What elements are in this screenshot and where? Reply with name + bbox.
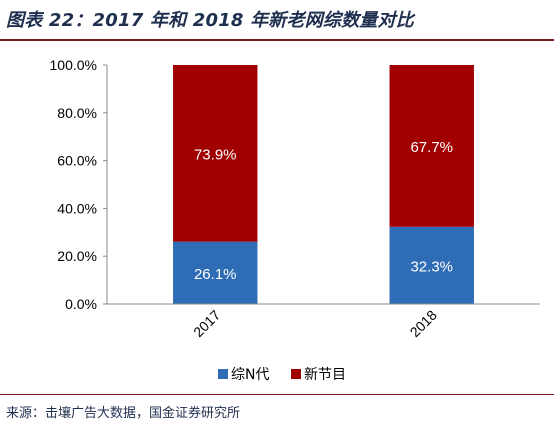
y-tick-label: 60.0% <box>57 153 97 169</box>
legend-label: 新节目 <box>304 367 346 383</box>
title-divider <box>0 39 554 41</box>
legend: 综N代 新节目 <box>218 367 346 383</box>
data-label: 32.3% <box>410 258 453 275</box>
bar-segment <box>389 226 474 304</box>
y-tick-label: 100.0% <box>50 57 97 73</box>
y-tick-label: 40.0% <box>57 200 97 216</box>
y-tick-label: 0.0% <box>65 296 97 312</box>
y-tick-label: 20.0% <box>57 248 97 264</box>
data-label: 73.9% <box>194 146 237 163</box>
figure-title: 图表 22：2017 年和 2018 年新老网综数量对比 <box>6 10 414 31</box>
legend-swatch <box>291 369 301 379</box>
data-label: 26.1% <box>194 266 237 283</box>
bars: 26.1% 73.9% 32.3% 67.7% <box>173 65 474 304</box>
y-axis: 0.0% 20.0% 40.0% 60.0% 80.0% 100.0% <box>50 57 108 312</box>
legend-label: 综N代 <box>231 367 269 383</box>
y-tick-label: 80.0% <box>57 105 97 121</box>
x-axis: 2017 2018 <box>107 303 540 340</box>
x-tick-label: 2017 <box>190 307 223 340</box>
x-tick-label: 2018 <box>407 307 440 340</box>
source-note: 来源：击壤广告大数据，国金证券研究所 <box>6 406 241 421</box>
legend-swatch <box>218 369 228 379</box>
source-divider <box>0 394 554 395</box>
data-label: 67.7% <box>410 139 453 156</box>
bar-segment <box>173 65 258 242</box>
bar-segment <box>173 241 258 304</box>
bar-segment <box>389 65 474 227</box>
